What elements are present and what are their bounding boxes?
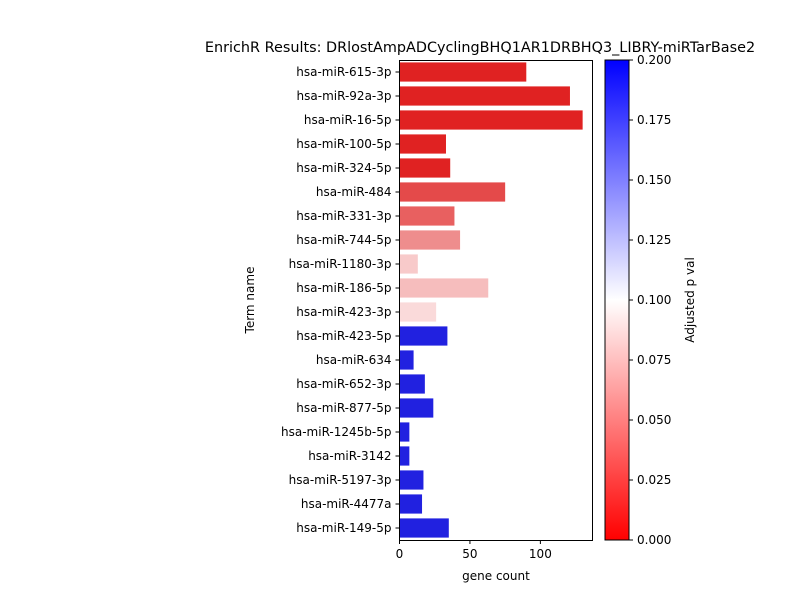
bar: [399, 110, 583, 130]
bar: [399, 302, 437, 322]
y-tick-labels: hsa-miR-615-3p hsa-miR-92a-3p hsa-miR-16-5…: [281, 65, 400, 535]
y-tick-label: hsa-miR-331-3p: [296, 209, 391, 223]
colorbar-tick-label: 0.100: [637, 293, 671, 307]
bar: [399, 398, 434, 418]
y-axis-label: Term name: [243, 267, 257, 335]
y-tick-label: hsa-miR-484: [316, 185, 392, 199]
bar: [399, 326, 448, 346]
y-tick-label: hsa-miR-100-5p: [296, 137, 391, 151]
y-tick-label: hsa-miR-92a-3p: [297, 89, 392, 103]
colorbar-tick-label: 0.200: [637, 53, 671, 67]
y-tick-label: hsa-miR-652-3p: [296, 377, 391, 391]
y-tick-label: hsa-miR-4477a: [301, 497, 392, 511]
colorbar-tick-label: 0.050: [637, 413, 671, 427]
bar: [399, 494, 423, 514]
y-tick-label: hsa-miR-744-5p: [296, 233, 391, 247]
bar: [399, 86, 570, 106]
bar: [399, 470, 424, 490]
bar: [399, 518, 449, 538]
y-tick-label: hsa-miR-5197-3p: [289, 473, 392, 487]
y-tick-label: hsa-miR-423-5p: [296, 329, 391, 343]
colorbar-tick-label: 0.125: [637, 233, 671, 247]
y-tick-label: hsa-miR-423-3p: [296, 305, 391, 319]
colorbar-tick-label: 0.075: [637, 353, 671, 367]
colorbar: [604, 59, 630, 541]
y-tick-label: hsa-miR-877-5p: [296, 401, 391, 415]
bars-group: [399, 62, 583, 538]
x-ticks: 0 50 100: [396, 540, 552, 561]
y-tick-label: hsa-miR-615-3p: [296, 65, 391, 79]
chart-title: EnrichR Results: DRlostAmpADCyclingBHQ1A…: [205, 40, 755, 56]
colorbar-ticks: 0.000 0.025 0.050 0.075 0.100 0.125 0.150 0.175…: [629, 53, 671, 547]
colorbar-tick-label: 0.025: [637, 473, 671, 487]
colorbar-label: Adjusted p val: [683, 257, 697, 343]
bar: [399, 230, 461, 250]
x-tick-label: 100: [529, 547, 552, 561]
bar: [399, 206, 455, 226]
bar: [399, 422, 410, 442]
y-tick-label: hsa-miR-324-5p: [296, 161, 391, 175]
y-tick-label: hsa-miR-16-5p: [304, 113, 392, 127]
bar: [399, 182, 506, 202]
colorbar-tick-label: 0.000: [637, 533, 671, 547]
y-tick-label: hsa-miR-149-5p: [296, 521, 391, 535]
y-tick-label: hsa-miR-634: [316, 353, 392, 367]
bar: [399, 134, 446, 154]
x-axis-label: gene count: [462, 569, 530, 583]
bar: [399, 158, 451, 178]
bar: [399, 254, 418, 274]
bar: [399, 278, 489, 298]
bar: [399, 62, 527, 82]
y-tick-label: hsa-miR-1245b-5p: [281, 425, 391, 439]
bar: [399, 374, 425, 394]
colorbar-tick-label: 0.150: [637, 173, 671, 187]
y-tick-label: hsa-miR-3142: [308, 449, 391, 463]
x-tick-label: 50: [462, 547, 477, 561]
y-tick-label: hsa-miR-186-5p: [296, 281, 391, 295]
x-tick-label: 0: [396, 547, 404, 561]
bar: [399, 446, 410, 466]
y-tick-label: hsa-miR-1180-3p: [289, 257, 392, 271]
bar: [399, 350, 414, 370]
colorbar-tick-label: 0.175: [637, 113, 671, 127]
